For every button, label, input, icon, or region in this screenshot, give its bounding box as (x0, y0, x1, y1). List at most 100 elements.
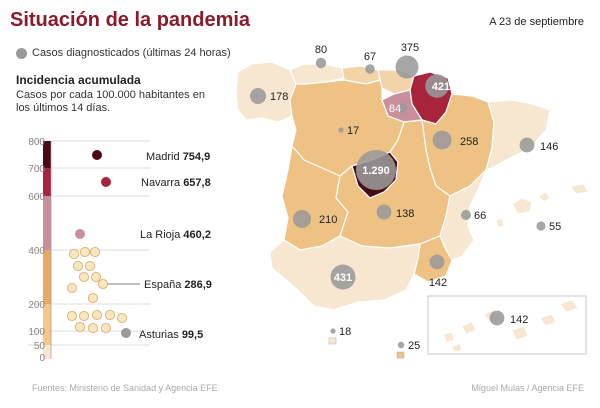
region-dot (78, 310, 90, 322)
cases-extremadura: 210 (319, 214, 337, 226)
bubble-ceuta (330, 328, 336, 334)
tick-400: 400 (28, 246, 45, 257)
label-espana: España 286,9 (144, 279, 212, 291)
cases-ceuta: 18 (339, 326, 351, 338)
region-la-rioja (381, 89, 423, 123)
incidence-title: Incidencia acumulada (16, 73, 141, 87)
cases-melilla: 25 (408, 340, 420, 352)
case-bubbles (250, 55, 546, 349)
bubble-la-rioja (397, 103, 407, 113)
bubble-extremadura (293, 210, 311, 228)
region-dot (91, 309, 103, 321)
bubble-pais-vasco (395, 55, 419, 79)
label-la-rioja: La Rioja 460,2 (140, 229, 211, 241)
region-dot (87, 292, 99, 304)
region-melilla (396, 351, 405, 359)
region-castilla-y-leon (289, 79, 405, 177)
region-extremadura (281, 145, 349, 251)
page-title: Situación de la pandemia (10, 9, 251, 31)
bubble-valencia (461, 210, 471, 220)
region-ceuta (328, 337, 337, 345)
bubble-galicia (250, 88, 266, 104)
cases-castilla-la-mancha: 138 (396, 208, 414, 220)
region-aragon (421, 93, 495, 197)
region-pais-vasco (377, 69, 415, 95)
region-canarias (443, 299, 579, 353)
region-dot (74, 321, 86, 333)
scale-band-50-200 (43, 304, 51, 345)
region-dot (97, 278, 109, 290)
region-cantabria (341, 65, 381, 85)
date-label: A 23 de septiembre (489, 16, 584, 28)
tick-200: 200 (28, 300, 45, 311)
bubble-melilla (397, 341, 405, 349)
region-baleares-menorca (537, 191, 551, 203)
region-dot (100, 322, 112, 334)
region-baleares-mallorca (511, 197, 533, 215)
cases-valencia: 66 (474, 210, 486, 222)
cases-pais-vasco: 375 (401, 42, 419, 54)
label-madrid: Madrid 754,9 (146, 151, 210, 163)
bubble-aragon (432, 130, 452, 150)
bubble-murcia (429, 254, 445, 270)
dot-navarra (101, 177, 111, 187)
tick-800: 800 (28, 137, 45, 148)
scale-color-bar (43, 141, 52, 359)
region-galicia (235, 61, 297, 123)
scale-band-700-800 (43, 141, 51, 168)
cases-andalucia: 431 (334, 272, 352, 284)
region-dot (89, 246, 101, 258)
region-andalucia (269, 235, 421, 311)
region-dot (72, 260, 84, 272)
cases-madrid: 1.290 (362, 165, 390, 177)
bubble-navarra (425, 74, 449, 98)
region-navarra (409, 71, 453, 125)
region-murcia (413, 235, 453, 283)
cases-navarra: 421 (432, 81, 450, 93)
tick-600: 600 (28, 192, 45, 203)
legend: Casos diagnosticados (últimas 24 horas) (16, 47, 231, 59)
bubble-cantabria (365, 64, 375, 74)
bubble-andalucia (330, 264, 356, 290)
incidence-scale: 800 700 600 400 200 100 50 0 Madrid 754,… (28, 137, 212, 364)
bubble-legend-icon (16, 47, 27, 59)
footer-credit: Miguel Mulas / Agencia EFE (471, 383, 584, 393)
region-dot (87, 322, 99, 334)
region-castilla-la-mancha (335, 119, 451, 249)
cases-aragon: 258 (460, 136, 478, 148)
region-dot (84, 260, 96, 272)
dot-la-rioja (75, 229, 85, 239)
bubble-castilla-la-mancha (376, 204, 392, 220)
cases-murcia: 142 (429, 277, 447, 289)
tick-0: 0 (39, 353, 45, 364)
cases-galicia: 178 (270, 91, 288, 103)
region-asturias (289, 63, 345, 85)
cases-la-rioja: 84 (389, 103, 401, 115)
label-navarra: Navarra 657,8 (141, 177, 211, 189)
region-dot (68, 248, 80, 260)
cases-asturias: 80 (315, 44, 327, 56)
region-dot (116, 312, 128, 324)
bubble-baleares (536, 221, 546, 231)
region-dot (90, 271, 102, 283)
region-dot (104, 309, 116, 321)
cases-canarias: 142 (510, 314, 528, 326)
region-dot (66, 282, 78, 294)
scale-band-200-400 (43, 250, 51, 304)
tick-100: 100 (28, 327, 45, 338)
bubble-madrid (356, 150, 396, 190)
cases-cataluna: 146 (540, 141, 558, 153)
region-madrid (351, 151, 399, 199)
region-dot (79, 246, 91, 258)
footer-source: Fuentes: Ministerio de Sanidad y Agencia… (32, 383, 218, 393)
incidence-subtitle: Casos por cada 100.000 habitantes en los… (16, 89, 205, 114)
tick-50: 50 (34, 341, 46, 352)
scale-band-600-700 (43, 168, 51, 196)
region-dots (66, 246, 128, 334)
scale-band-0-50 (43, 345, 51, 359)
cases-castilla-y-leon: 17 (347, 125, 359, 137)
bubble-cataluna (519, 137, 535, 153)
bubble-castilla-y-leon (338, 127, 344, 133)
tick-700: 700 (28, 164, 45, 175)
bubble-canarias (489, 310, 505, 326)
